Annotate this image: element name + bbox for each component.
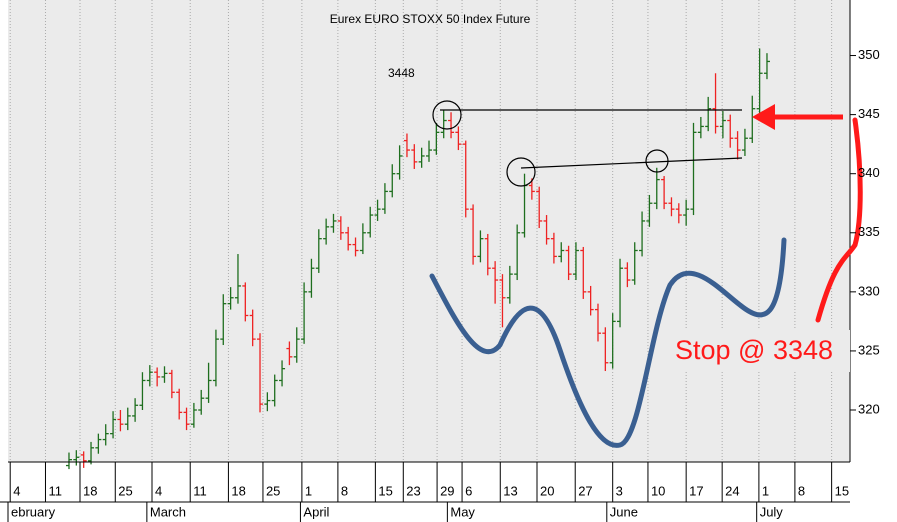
x-tick-label: 15 xyxy=(378,483,392,498)
x-tick-label: 18 xyxy=(231,483,245,498)
month-label: June xyxy=(610,504,638,519)
x-tick-label: 17 xyxy=(689,483,703,498)
x-tick-label: 1 xyxy=(762,483,769,498)
x-tick-label: 8 xyxy=(341,483,348,498)
x-tick-label: 27 xyxy=(578,483,592,498)
bars xyxy=(65,48,770,470)
y-tick-label: 320 xyxy=(858,401,880,416)
neckline xyxy=(520,157,743,169)
x-tick-label: 25 xyxy=(118,483,132,498)
label-background xyxy=(672,330,850,372)
month-label: May xyxy=(450,504,475,519)
x-tick-label: 3 xyxy=(616,483,623,498)
x-tick-label: 13 xyxy=(503,483,517,498)
month-label: April xyxy=(303,504,329,519)
x-tick-label: 8 xyxy=(798,483,805,498)
chart-title: Eurex EURO STOXX 50 Index Future xyxy=(330,12,531,26)
y-tick-label: 335 xyxy=(858,224,880,239)
circle-annotation xyxy=(432,100,462,130)
y-tick-label: 325 xyxy=(858,342,880,357)
x-tick-label: 20 xyxy=(540,483,554,498)
x-tick-label: 4 xyxy=(13,483,20,498)
x-tick-label: 23 xyxy=(406,483,420,498)
x-tick-label: 15 xyxy=(835,483,849,498)
x-tick-label: 25 xyxy=(266,483,280,498)
annotation: 3448 xyxy=(388,66,415,80)
month-label: July xyxy=(760,504,784,519)
month-label: ebruary xyxy=(11,504,56,519)
x-tick-label: 4 xyxy=(155,483,162,498)
pattern-curve xyxy=(429,237,787,448)
stop-curve xyxy=(815,117,863,323)
x-tick-label: 11 xyxy=(48,483,62,498)
x-tick-label: 11 xyxy=(193,483,207,498)
y-tick-label: 330 xyxy=(858,283,880,298)
circle-annotation xyxy=(506,157,536,187)
x-tick-label: 1 xyxy=(305,483,312,498)
x-tick-label: 10 xyxy=(651,483,665,498)
x-tick-label: 29 xyxy=(440,483,454,498)
x-tick-label: 24 xyxy=(725,483,739,498)
stop-label: Stop @ 3348 xyxy=(675,335,833,365)
month-label: March xyxy=(150,504,186,519)
y-tick-label: 340 xyxy=(858,165,880,180)
y-tick-label: 345 xyxy=(858,106,880,121)
y-tick-label: 350 xyxy=(858,47,880,62)
arrow-head xyxy=(752,104,775,130)
plot-area xyxy=(8,0,850,462)
x-tick-label: 6 xyxy=(465,483,472,498)
x-tick-label: 18 xyxy=(83,483,97,498)
